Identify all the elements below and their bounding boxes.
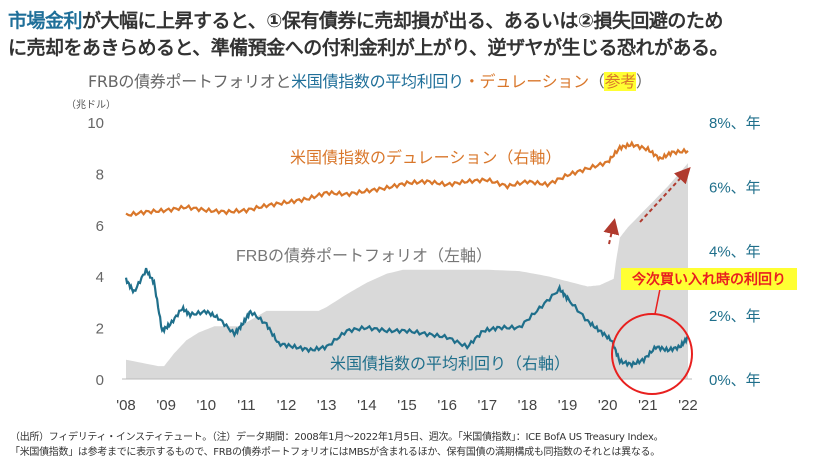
right-axis-tick-label: 6%、年 xyxy=(709,179,761,196)
x-axis-tick-label: '11 xyxy=(237,397,255,414)
headline-highlight: 市場金利 xyxy=(8,10,83,32)
headline-text: が大幅に上昇すると、①保有債券に売却損が出る、あるいは②損失回避のため xyxy=(82,10,723,32)
title-part: FRBの債券ポートフォリオと xyxy=(88,72,292,91)
x-axis-tick-label: '09 xyxy=(156,397,176,414)
annotation-box xyxy=(621,268,797,290)
footnote-line2: 「米国債指数」は参考までに表示するもので、FRBの債券ポートフォリオにはMBSが… xyxy=(10,447,660,458)
series-line-duration xyxy=(125,140,689,217)
left-axis-tick-label: 10 xyxy=(87,115,104,132)
x-axis-tick-label: '12 xyxy=(277,397,297,414)
x-axis-tick-label: '22 xyxy=(678,397,698,414)
x-axis-tick-label: '15 xyxy=(397,397,417,414)
series-area-frb-portfolio xyxy=(126,163,688,379)
right-axis-tick-label: 4%、年 xyxy=(709,244,761,261)
x-axis-tick-label: '18 xyxy=(518,397,538,414)
x-axis-tick-label: '16 xyxy=(437,397,457,414)
highlight-circle xyxy=(611,313,693,395)
left-axis-tick-label: 8 xyxy=(96,166,104,183)
left-axis-tick-label: 4 xyxy=(96,269,104,286)
annotation-connector xyxy=(654,288,661,315)
left-axis-tick-label: 0 xyxy=(96,372,104,389)
series-line-yield xyxy=(124,267,689,369)
arrow-annotation xyxy=(603,218,620,245)
x-axis-tick-label: '21 xyxy=(638,397,658,414)
title-part: 米国債指数の平均利回り xyxy=(291,72,464,91)
title-part: デュレーション xyxy=(479,72,590,91)
x-axis-tick-label: '13 xyxy=(317,397,337,414)
duration-series-label: 米国債指数のデュレーション（右軸） xyxy=(290,148,561,167)
right-axis-tick-label: 2%、年 xyxy=(709,308,761,325)
x-axis-tick-label: '17 xyxy=(478,397,498,414)
x-axis-tick-label: '08 xyxy=(116,397,136,414)
arrow-annotation xyxy=(639,167,691,223)
title-part: （ xyxy=(588,72,605,91)
x-axis-tick-label: '10 xyxy=(197,397,217,414)
chart-title: FRBの債券ポートフォリオと米国債指数の平均利回り・デュレーション（参考） xyxy=(88,68,652,92)
x-axis-tick-label: '19 xyxy=(558,397,578,414)
headline-line1: 市場金利が大幅に上昇すると、①保有債券に売却損が出る、あるいは②損失回避のため xyxy=(8,6,723,33)
headline-line2: に売却をあきらめると、準備預金への付利金利が上がり、逆ザヤが生じる恐れがある。 xyxy=(8,37,728,59)
title-part: ） xyxy=(635,72,652,91)
footnote-line1: （出所）フィデリティ・インスティテュート。（注）データ期間：2008年1月～20… xyxy=(10,432,664,443)
x-axis-tick-label: '20 xyxy=(598,397,618,414)
title-part: ・ xyxy=(463,72,480,91)
left-axis-tick-label: 2 xyxy=(96,321,104,338)
right-axis-tick-label: 0%、年 xyxy=(709,372,761,389)
right-axis-tick-label: 8%、年 xyxy=(709,115,761,132)
annotation-label: 今次買い入れ時の利回り xyxy=(631,271,786,287)
left-axis-tick-label: 6 xyxy=(96,218,104,235)
yield-series-label: 米国債指数の平均利回り（右軸） xyxy=(330,355,570,373)
x-axis-tick-label: '14 xyxy=(357,397,377,414)
portfolio-series-label: FRBの債券ポートフォリオ（左軸） xyxy=(236,247,492,265)
title-ref-badge: 参考 xyxy=(604,72,636,91)
left-axis-unit: （兆ドル） xyxy=(66,100,116,111)
